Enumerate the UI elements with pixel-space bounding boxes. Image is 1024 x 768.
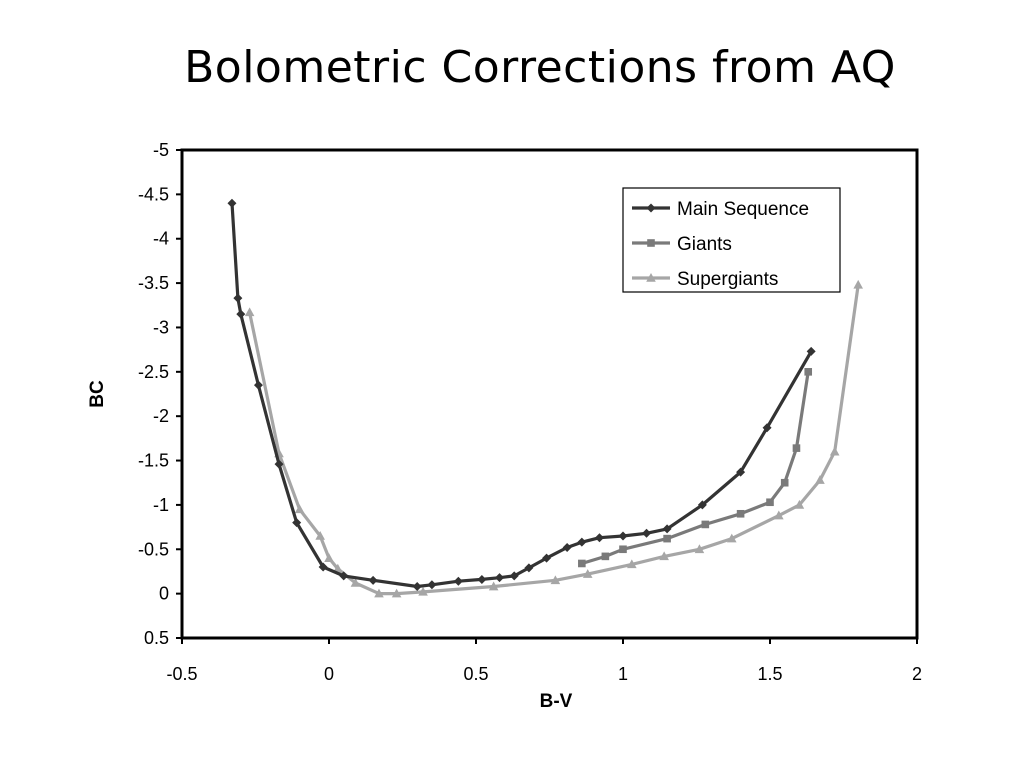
legend-label: Supergiants xyxy=(677,269,778,290)
data-point xyxy=(627,559,637,569)
data-point xyxy=(578,559,586,568)
data-point xyxy=(774,510,784,520)
x-axis: -0.5 0 0.5 1 1.5 2 xyxy=(166,638,922,684)
data-point xyxy=(488,581,499,591)
y-axis-label: BC xyxy=(87,380,108,408)
data-point xyxy=(550,575,561,585)
data-point xyxy=(477,574,487,584)
data-point xyxy=(762,423,772,433)
data-point xyxy=(594,533,604,543)
series-line xyxy=(248,283,860,596)
data-point xyxy=(318,562,328,572)
y-tick-label: -4.5 xyxy=(138,184,169,204)
data-point xyxy=(244,307,255,317)
data-point xyxy=(815,475,825,484)
data-point xyxy=(642,528,652,538)
legend-entry: Main Sequence xyxy=(632,199,809,220)
data-point xyxy=(294,504,305,514)
data-point xyxy=(726,533,737,543)
data-point xyxy=(582,569,593,578)
data-point xyxy=(794,499,805,509)
y-tick-label: -5 xyxy=(153,140,169,160)
y-tick-label: -4 xyxy=(153,229,169,249)
data-point xyxy=(418,586,428,596)
y-tick-label: -3 xyxy=(153,317,169,337)
legend-swatch-marker xyxy=(646,273,656,282)
data-point xyxy=(697,500,707,510)
data-point xyxy=(427,580,437,590)
x-tick-label: 0 xyxy=(324,664,334,684)
data-point xyxy=(324,553,334,562)
data-point xyxy=(618,531,628,541)
data-point xyxy=(562,542,572,552)
series-main-sequence xyxy=(227,198,816,592)
data-point xyxy=(274,459,284,469)
y-tick-label: -3.5 xyxy=(138,273,169,293)
data-point xyxy=(780,478,789,487)
chart-title: Bolometric Corrections from AQ xyxy=(184,42,896,93)
data-point xyxy=(524,563,534,573)
data-point xyxy=(253,380,263,390)
x-tick-label: 1.5 xyxy=(757,664,782,684)
legend-entry: Supergiants xyxy=(632,269,778,290)
data-point xyxy=(236,309,246,319)
x-tick-label: -0.5 xyxy=(166,664,197,684)
data-point xyxy=(339,571,349,581)
data-point xyxy=(333,563,343,573)
data-point xyxy=(701,520,710,529)
data-point xyxy=(853,279,863,289)
series-line xyxy=(580,370,810,566)
y-tick-label: -1 xyxy=(153,495,169,515)
data-point xyxy=(601,552,610,561)
series-giants xyxy=(578,368,813,568)
y-axis: -5 -4.5 -4 -3.5 -3 -2.5 -2 -1.5 -1 -0.5 0 0.5 xyxy=(138,140,182,648)
data-point xyxy=(509,571,519,581)
data-point xyxy=(391,588,402,598)
data-point xyxy=(804,368,813,376)
x-axis-label: B-V xyxy=(540,691,573,712)
data-point xyxy=(736,509,745,518)
data-point xyxy=(453,576,463,586)
y-tick-label: 0 xyxy=(159,584,169,604)
data-point xyxy=(577,537,587,547)
series-supergiants xyxy=(244,279,863,598)
data-point xyxy=(233,293,243,303)
data-point xyxy=(350,577,361,587)
data-point xyxy=(374,588,384,598)
data-point xyxy=(829,446,840,456)
data-point xyxy=(806,346,816,356)
y-tick-label: -2.5 xyxy=(138,362,169,382)
data-point xyxy=(619,545,627,554)
y-tick-label: -2 xyxy=(153,406,169,426)
data-point xyxy=(766,498,774,507)
y-tick-label: -0.5 xyxy=(138,539,169,559)
legend-box xyxy=(622,187,841,293)
data-point xyxy=(659,551,669,561)
legend-entry: Giants xyxy=(632,234,732,255)
data-point xyxy=(227,198,237,208)
y-tick-label: 0.5 xyxy=(144,628,169,648)
data-point xyxy=(495,573,505,583)
x-tick-label: 2 xyxy=(912,664,922,684)
data-point xyxy=(663,534,671,543)
legend-swatch-marker xyxy=(646,203,656,213)
legend-label: Giants xyxy=(677,234,732,255)
legend-label: Main Sequence xyxy=(677,199,809,220)
data-point xyxy=(368,575,378,585)
data-point xyxy=(412,582,422,592)
x-tick-label: 1 xyxy=(618,664,628,684)
data-point xyxy=(662,524,672,534)
data-point xyxy=(315,530,325,540)
data-point xyxy=(292,518,302,528)
data-point xyxy=(736,467,746,477)
legend-swatch-marker xyxy=(647,239,655,247)
y-tick-label: -1.5 xyxy=(138,451,169,471)
data-point xyxy=(792,444,801,452)
series-layer xyxy=(227,198,863,598)
data-point xyxy=(694,544,705,554)
x-tick-label: 0.5 xyxy=(463,664,488,684)
data-point xyxy=(542,553,552,563)
legend: Main Sequence Giants Supergiants xyxy=(622,187,841,293)
